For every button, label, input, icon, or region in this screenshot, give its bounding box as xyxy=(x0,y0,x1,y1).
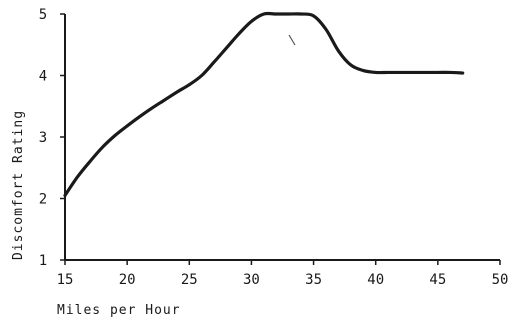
y-tick-label: 2 xyxy=(39,192,47,208)
x-tick-label: 45 xyxy=(429,272,446,288)
x-ticks: 15 20 25 30 35 40 45 50 xyxy=(57,260,509,288)
series-group xyxy=(63,11,465,198)
y-tick-label: 3 xyxy=(39,130,47,146)
y-tick-label: 1 xyxy=(39,253,47,269)
x-tick-label: 30 xyxy=(243,272,260,288)
y-tick-label: 5 xyxy=(39,7,47,23)
x-tick-label: 25 xyxy=(181,272,198,288)
y-tick-label: 4 xyxy=(39,69,47,85)
axes xyxy=(64,14,500,261)
y-ticks: 1 2 3 4 5 xyxy=(39,7,65,269)
x-axis-title: Miles per Hour xyxy=(57,303,181,318)
x-tick-label: 20 xyxy=(119,272,136,288)
x-tick-label: 35 xyxy=(305,272,322,288)
x-tick-label: 15 xyxy=(57,272,74,288)
discomfort-line xyxy=(63,11,465,198)
x-tick-label: 50 xyxy=(492,272,509,288)
x-tick-label: 40 xyxy=(367,272,384,288)
stray-pen-mark xyxy=(288,34,296,46)
y-axis-title: Discomfort Rating xyxy=(11,110,26,260)
